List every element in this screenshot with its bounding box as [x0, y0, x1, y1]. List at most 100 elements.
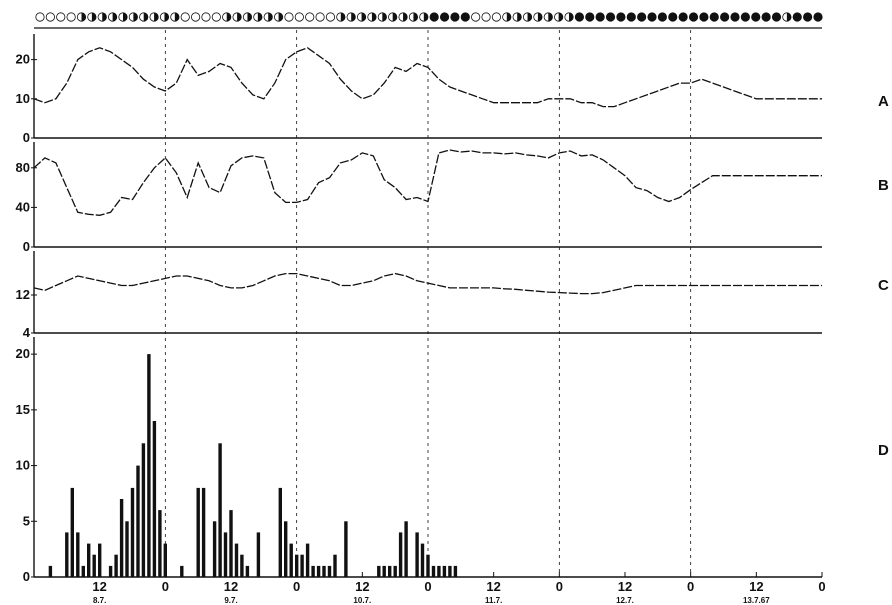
- activity-marker: [595, 12, 605, 22]
- bar: [240, 554, 244, 577]
- activity-marker: [647, 12, 657, 22]
- activity-marker: [253, 12, 263, 22]
- y-tick-label: 0: [23, 569, 30, 584]
- series-line-a: [33, 47, 822, 108]
- bar: [344, 521, 348, 577]
- bar: [289, 543, 293, 577]
- bar: [382, 565, 386, 577]
- bar: [212, 521, 217, 577]
- x-tick-label: 0: [556, 579, 563, 594]
- bar: [305, 543, 310, 577]
- activity-marker: [367, 12, 377, 22]
- bar: [114, 554, 118, 577]
- series-line-c: [33, 272, 822, 295]
- bar: [377, 565, 381, 577]
- date-label: 11.7.: [485, 596, 502, 605]
- activity-marker: [222, 12, 232, 22]
- activity-marker: [305, 12, 315, 22]
- activity-marker: [201, 12, 211, 22]
- activity-marker: [709, 12, 719, 22]
- y-tick-label: 4: [23, 325, 31, 340]
- bar: [229, 510, 233, 577]
- activity-marker: [273, 12, 284, 22]
- activity-marker: [356, 12, 367, 22]
- activity-marker: [771, 12, 782, 22]
- activity-marker-row: [34, 12, 823, 29]
- y-tick-label: 20: [16, 346, 30, 361]
- y-tick-label: 10: [16, 91, 30, 106]
- bar: [218, 443, 222, 577]
- activity-marker: [450, 12, 460, 22]
- activity-marker: [688, 12, 699, 22]
- bar: [437, 565, 441, 577]
- bar: [426, 554, 430, 577]
- activity-marker: [460, 12, 470, 22]
- panel-d: 0 5 10 15 20 D: [16, 337, 889, 584]
- activity-marker: [585, 12, 595, 22]
- bar: [48, 565, 53, 577]
- y-tick-label: 0: [23, 239, 30, 254]
- bar: [316, 565, 321, 577]
- bar: [70, 487, 74, 577]
- activity-marker: [159, 12, 170, 22]
- y-tick-label: 12: [16, 287, 30, 302]
- x-tick-label: 12: [618, 579, 632, 594]
- activity-marker: [97, 12, 107, 22]
- activity-marker: [284, 12, 294, 22]
- bar: [76, 532, 80, 577]
- bar: [201, 487, 206, 577]
- activity-marker: [564, 12, 574, 22]
- activity-marker: [118, 12, 128, 22]
- y-tick-label: 0: [23, 130, 30, 145]
- bar: [333, 554, 337, 577]
- activity-marker: [294, 12, 304, 22]
- x-tick-label: 0: [293, 579, 300, 594]
- activity-marker: [616, 12, 626, 22]
- y-tick-label: 5: [23, 513, 30, 528]
- date-label: 10.7.: [353, 596, 371, 605]
- bar: [295, 554, 299, 577]
- activity-marker: [35, 12, 45, 22]
- activity-marker: [678, 12, 688, 22]
- activity-marker: [637, 12, 647, 22]
- activity-marker: [502, 12, 512, 22]
- activity-marker: [87, 12, 97, 22]
- activity-marker: [554, 12, 564, 22]
- x-tick-label: 0: [424, 579, 431, 594]
- activity-marker: [574, 12, 585, 22]
- bar: [393, 565, 397, 577]
- panel-label: B: [878, 177, 889, 194]
- x-tick-label: 12: [355, 579, 369, 594]
- activity-marker: [139, 12, 149, 22]
- bar: [327, 565, 332, 577]
- activity-marker: [191, 12, 201, 22]
- bar: [300, 554, 304, 577]
- y-tick-label: 10: [16, 458, 30, 473]
- series-line-b: [33, 149, 822, 216]
- bar: [136, 465, 140, 577]
- bar: [322, 565, 326, 577]
- bar: [196, 487, 200, 577]
- bar: [245, 565, 250, 577]
- activity-marker: [522, 12, 533, 22]
- activity-marker: [792, 12, 802, 22]
- bar: [92, 554, 96, 577]
- activity-marker: [668, 12, 678, 22]
- bar: [431, 565, 436, 577]
- bar: [404, 521, 408, 577]
- activity-marker: [543, 12, 553, 22]
- activity-marker: [232, 12, 242, 22]
- x-axis: 12 0 12 0 12 0 12 0 12 0 12 0 8.7. 9.7. 10.7. 11.7. 12.7…: [92, 572, 826, 605]
- panel-b: 0 40 80 B: [16, 142, 889, 254]
- x-tick-label: 0: [687, 579, 694, 594]
- bar: [398, 532, 403, 577]
- activity-marker: [66, 12, 76, 22]
- date-label: 12.7.: [616, 596, 634, 605]
- activity-marker: [56, 12, 66, 22]
- activity-marker: [419, 12, 429, 22]
- bar: [163, 543, 167, 577]
- activity-marker: [533, 12, 543, 22]
- activity-marker: [398, 12, 408, 22]
- activity-marker: [730, 12, 740, 22]
- activity-marker: [491, 12, 502, 22]
